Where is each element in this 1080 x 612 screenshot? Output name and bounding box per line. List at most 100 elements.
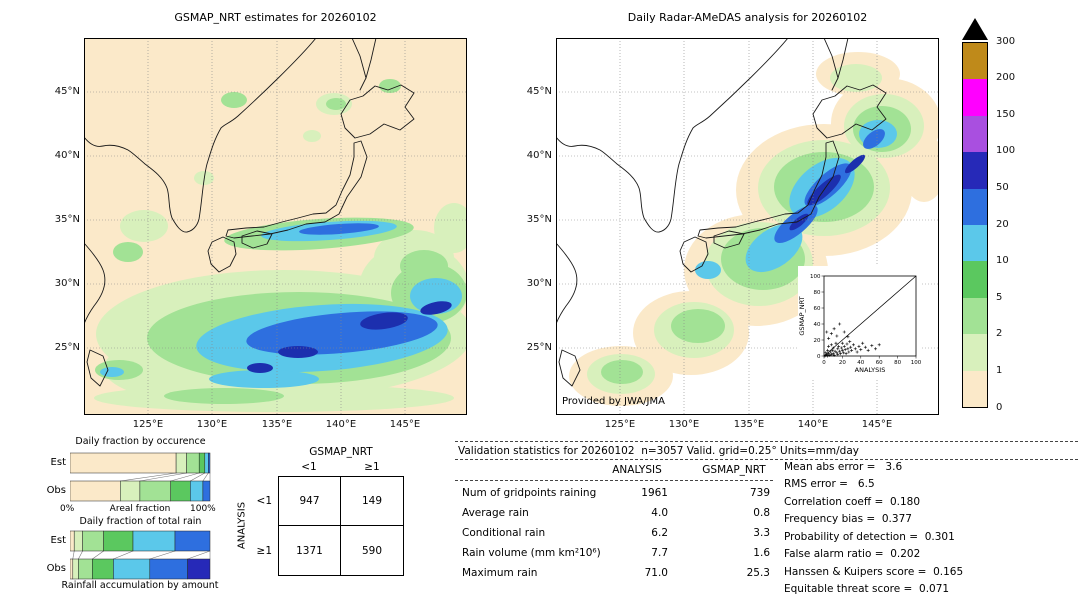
scatter-point: [859, 348, 863, 352]
lat-tick-label: 25°N: [54, 342, 80, 353]
bar-segment-5-10: [92, 558, 114, 580]
scatter-point: [832, 327, 836, 331]
lon-tick-label: 140°E: [797, 419, 829, 430]
contingency-row-axis-label: ANALYSIS: [236, 501, 248, 550]
inset-x-tick-label: 40: [857, 360, 864, 366]
colorbar-tick-label: 20: [996, 218, 1009, 230]
dashed-divider: [455, 441, 1078, 442]
scatter-points: [823, 322, 881, 358]
lat-tick-label: 25°N: [526, 342, 552, 353]
inset-ticks: 00 20 20 40 40 60 60 80 80 100 100: [810, 274, 922, 366]
lon-tick-label: 135°E: [261, 419, 293, 430]
scatter-point: [855, 350, 859, 354]
score-line: Frequency bias = 0.377: [784, 513, 912, 525]
lat-tick-label: 35°N: [526, 214, 552, 225]
bar-segment-2-5: [186, 452, 200, 474]
occurrence-bars-chart: [70, 452, 211, 502]
bar-segment-0-1: [70, 480, 121, 502]
scatter-point: [847, 350, 851, 354]
scatter-point: [851, 343, 855, 347]
validation-header: Validation statistics for 20260102 n=305…: [458, 445, 859, 457]
bar-segment-20-50: [208, 452, 211, 474]
total-rain-bars-chart: [70, 530, 211, 580]
bar-segment-5-10: [170, 480, 191, 502]
lat-tick-label: 35°N: [54, 214, 80, 225]
scatter-point: [839, 346, 843, 350]
bar-segment-20-50: [174, 530, 211, 552]
lon-tick-label: 125°E: [132, 419, 164, 430]
bar-segment-20-50: [149, 558, 188, 580]
scatter-point: [839, 352, 843, 356]
inset-y-tick-label: 60: [814, 306, 821, 312]
precip-field: [569, 52, 939, 406]
stack-connector: [149, 550, 176, 560]
scatter-point: [824, 351, 828, 355]
scatter-point: [832, 353, 836, 357]
scatter-point: [848, 340, 852, 344]
obs-row-label: Obs: [46, 563, 66, 574]
radar-amedas-map: 00 20 20 40 40 60 60 80 80 100 100 ANALYSIS GSMAP_…: [556, 38, 939, 415]
stat-row-label: Maximum rain: [462, 567, 538, 579]
scatter-point: [866, 348, 870, 352]
score-line: Hanssen & Kuipers score = 0.165: [784, 566, 964, 578]
contingency-cell: 590: [361, 544, 383, 557]
scatter-point: [846, 335, 850, 339]
lat-tick-label: 30°N: [526, 278, 552, 289]
colorbar-tick-label: 300: [996, 35, 1016, 47]
colorbar-overflow-triangle: [962, 18, 988, 40]
colorbar-tick-label: 10: [996, 255, 1009, 267]
scatter-point: [838, 322, 842, 326]
scatter-point: [835, 334, 839, 338]
scatter-point: [831, 346, 835, 350]
x-min-label: 0%: [60, 504, 75, 514]
lat-tick-label: 40°N: [54, 150, 80, 161]
lat-tick-label: 30°N: [54, 278, 80, 289]
score-line: Probability of detection = 0.301: [784, 531, 955, 543]
lat-tick-label: 45°N: [526, 86, 552, 97]
contingency-title: GSMAP_NRT: [309, 446, 373, 458]
colorbar-segment: [963, 297, 987, 335]
colorbar-tick-label: 2: [996, 328, 1003, 340]
gsmap-col-header: GSMAP_NRT: [702, 464, 766, 476]
scatter-point: [826, 354, 830, 358]
contingency-col-label: ≥1: [364, 461, 380, 473]
colorbar-segment: [963, 224, 987, 262]
bar-segment-5-10: [198, 452, 206, 474]
bar-segment-2-5: [139, 480, 171, 502]
x-max-label: 100%: [190, 504, 216, 514]
scatter-point: [863, 345, 867, 349]
scatter-point: [833, 349, 837, 353]
score-line: Equitable threat score = 0.071: [784, 583, 950, 595]
occurrence-chart-title: Daily fraction by occurence: [75, 436, 206, 447]
scatter-point: [835, 351, 839, 355]
scatter-point: [842, 330, 846, 334]
coastlines: [556, 38, 887, 387]
scatter-point: [840, 341, 844, 345]
lon-tick-label: 145°E: [389, 419, 421, 430]
contingency-col-label: <1: [301, 461, 317, 473]
scatter-point: [850, 348, 854, 352]
lon-tick-label: 140°E: [325, 419, 357, 430]
analysis-value: 1961: [641, 487, 668, 499]
stack-connector: [190, 472, 205, 482]
scatter-point: [844, 352, 848, 356]
colorbar-segment: [963, 43, 987, 80]
lat-tick-label: 45°N: [54, 86, 80, 97]
diagonal-line: [823, 275, 917, 357]
scatter-point: [840, 348, 844, 352]
stack-connector: [202, 472, 209, 482]
colorbar-tick-label: 1: [996, 364, 1003, 376]
scatter-point: [826, 348, 830, 352]
scatter-point: [846, 347, 850, 351]
scatter-point: [845, 342, 849, 346]
scatter-point: [827, 352, 831, 356]
scatter-point: [843, 348, 847, 352]
stack-connector: [187, 550, 211, 560]
scatter-point: [861, 341, 865, 345]
right-map-title: Daily Radar-AMeDAS analysis for 20260102: [627, 11, 868, 24]
bar-segment-1-2: [72, 558, 79, 580]
bar-segment-0-1: [70, 530, 75, 552]
inset-y-tick-label: 100: [810, 274, 821, 280]
grid-lines: [556, 38, 939, 415]
scatter-point: [870, 344, 874, 348]
